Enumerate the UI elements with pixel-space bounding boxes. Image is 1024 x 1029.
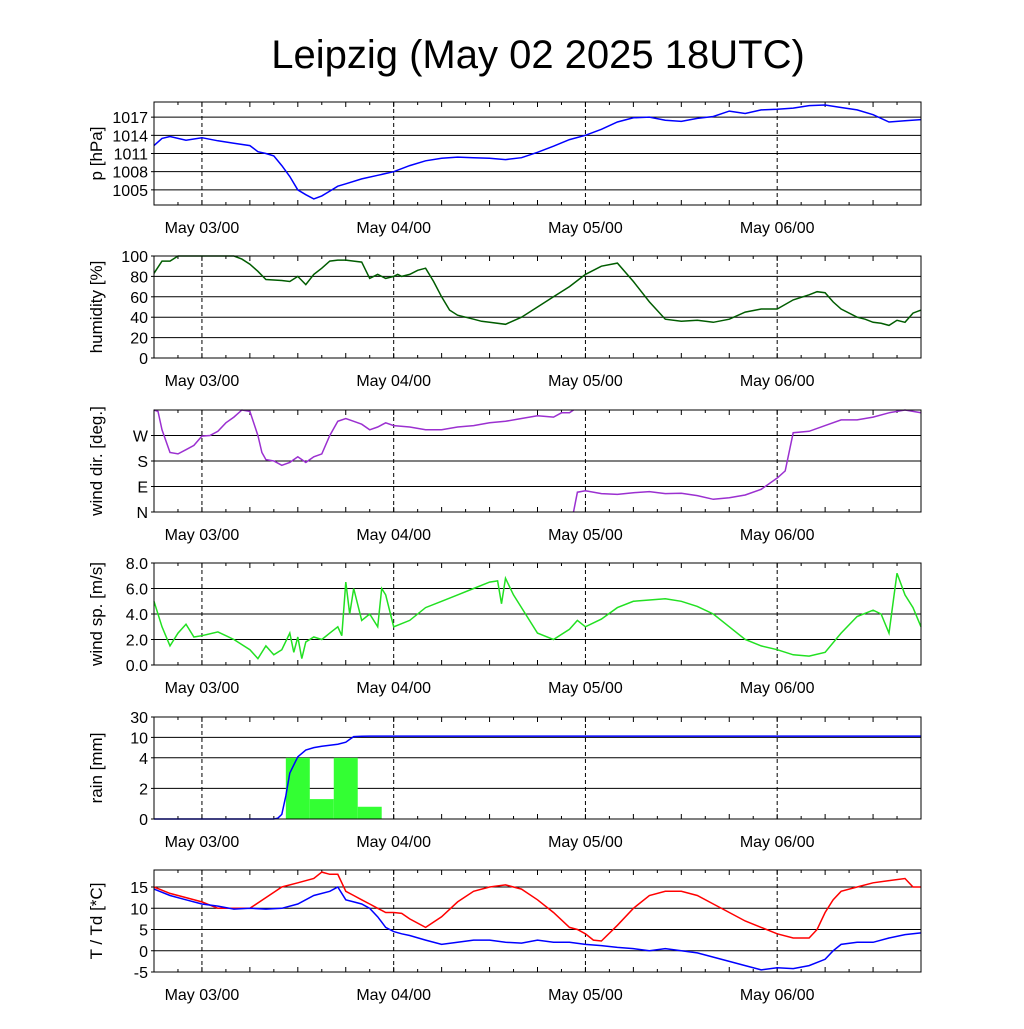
x-tick-label: May 04/00 [356, 834, 431, 851]
x-tick-label: May 03/00 [165, 373, 240, 390]
panel-frame [153, 255, 922, 359]
y-axis-label: wind sp. [m/s] [87, 562, 106, 667]
panel-wind_speed: 0.0 2.0 4.0 6.0 8.0 wind sp. [m/s] May 03/00 Ma… [87, 556, 922, 697]
chart-title: Leipzig (May 02 2025 18UTC) [271, 33, 805, 77]
x-tick-label: May 03/00 [165, 527, 240, 544]
series-pressure [153, 104, 922, 200]
y-tick-label: 0 [139, 812, 148, 829]
y-tick-label: S [137, 454, 148, 471]
y-tick-label: 40 [130, 310, 148, 327]
panel-temperature_dewpoint: -5 0 5 10 15 T / Td [*C] May 03/00 May 04/00 May… [87, 869, 922, 1004]
y-tick-label: 0 [139, 351, 148, 368]
series-Td [153, 886, 922, 971]
x-tick-label: May 06/00 [740, 220, 815, 237]
series-T [153, 871, 921, 942]
x-tick-label: May 06/00 [740, 680, 815, 697]
y-tick-label: E [137, 480, 148, 497]
y-tick-label: 15 [130, 880, 148, 897]
x-tick-label: May 04/00 [356, 527, 431, 544]
x-tick-label: May 05/00 [548, 834, 623, 851]
rain-accumulated-line [154, 735, 921, 820]
y-tick-label: 100 [121, 249, 148, 266]
x-tick-label: May 06/00 [740, 834, 815, 851]
y-tick-label: 10 [130, 730, 148, 747]
y-axis-label: p [hPa] [87, 127, 106, 181]
rain-bar [309, 799, 334, 819]
rain-bar [285, 757, 310, 819]
y-tick-label: 0.0 [126, 658, 148, 675]
x-tick-label: May 05/00 [548, 220, 623, 237]
y-axis-label: rain [mm] [87, 733, 106, 804]
rain-bar [333, 757, 358, 819]
x-tick-label: May 05/00 [548, 987, 623, 1004]
series-wind_direction-1 [572, 409, 922, 513]
x-tick-label: May 03/00 [165, 680, 240, 697]
panel-rain: 0 2 4 10 30 rain [mm] May 03/00 May 04/00 May 05… [87, 710, 922, 851]
x-tick-label: May 04/00 [356, 220, 431, 237]
y-tick-label: 2 [139, 781, 148, 798]
panel-humidity: 0 20 40 60 80 100 humidity [%] May 03/00 May 04/… [87, 249, 922, 390]
y-tick-label: 1011 [114, 147, 149, 164]
series-humidity [153, 255, 922, 327]
y-tick-label: W [133, 429, 149, 446]
y-axis-label: humidity [%] [87, 261, 106, 354]
x-tick-label: May 04/00 [356, 373, 431, 390]
x-tick-label: May 04/00 [356, 987, 431, 1004]
y-tick-label: 60 [130, 290, 148, 307]
y-tick-label: N [136, 505, 148, 522]
y-tick-label: 1008 [112, 165, 148, 182]
y-tick-label: 0 [139, 944, 148, 961]
x-tick-label: May 05/00 [548, 527, 623, 544]
x-tick-label: May 03/00 [165, 987, 240, 1004]
y-tick-label: 6.0 [126, 582, 148, 599]
y-tick-label: 30 [130, 710, 148, 727]
x-tick-label: May 05/00 [548, 680, 623, 697]
rain-bar [357, 806, 382, 819]
y-tick-label: 8.0 [126, 556, 148, 573]
series-wind_direction-0 [153, 409, 574, 467]
y-tick-label: -5 [134, 965, 148, 982]
x-tick-label: May 06/00 [740, 373, 815, 390]
panel-frame [153, 869, 922, 973]
y-tick-label: 1017 [112, 110, 148, 127]
y-tick-label: 1005 [112, 183, 148, 200]
y-tick-label: 2.0 [126, 633, 148, 650]
y-axis-label: T / Td [*C] [87, 883, 106, 960]
y-tick-label: 1014 [112, 128, 148, 145]
x-tick-label: May 03/00 [165, 834, 240, 851]
x-tick-label: May 06/00 [740, 987, 815, 1004]
y-tick-label: 5 [139, 923, 148, 940]
y-tick-label: 4.0 [126, 607, 148, 624]
y-tick-label: 10 [130, 901, 148, 918]
series-wind_speed [153, 572, 922, 660]
panel-frame [153, 716, 922, 820]
y-axis-label: wind dir. [deg.] [87, 406, 106, 517]
x-tick-label: May 04/00 [356, 680, 431, 697]
y-tick-label: 20 [130, 331, 148, 348]
x-tick-label: May 05/00 [548, 373, 623, 390]
y-tick-label: 4 [139, 751, 148, 768]
y-tick-label: 80 [130, 269, 148, 286]
x-tick-label: May 03/00 [165, 220, 240, 237]
x-tick-label: May 06/00 [740, 527, 815, 544]
